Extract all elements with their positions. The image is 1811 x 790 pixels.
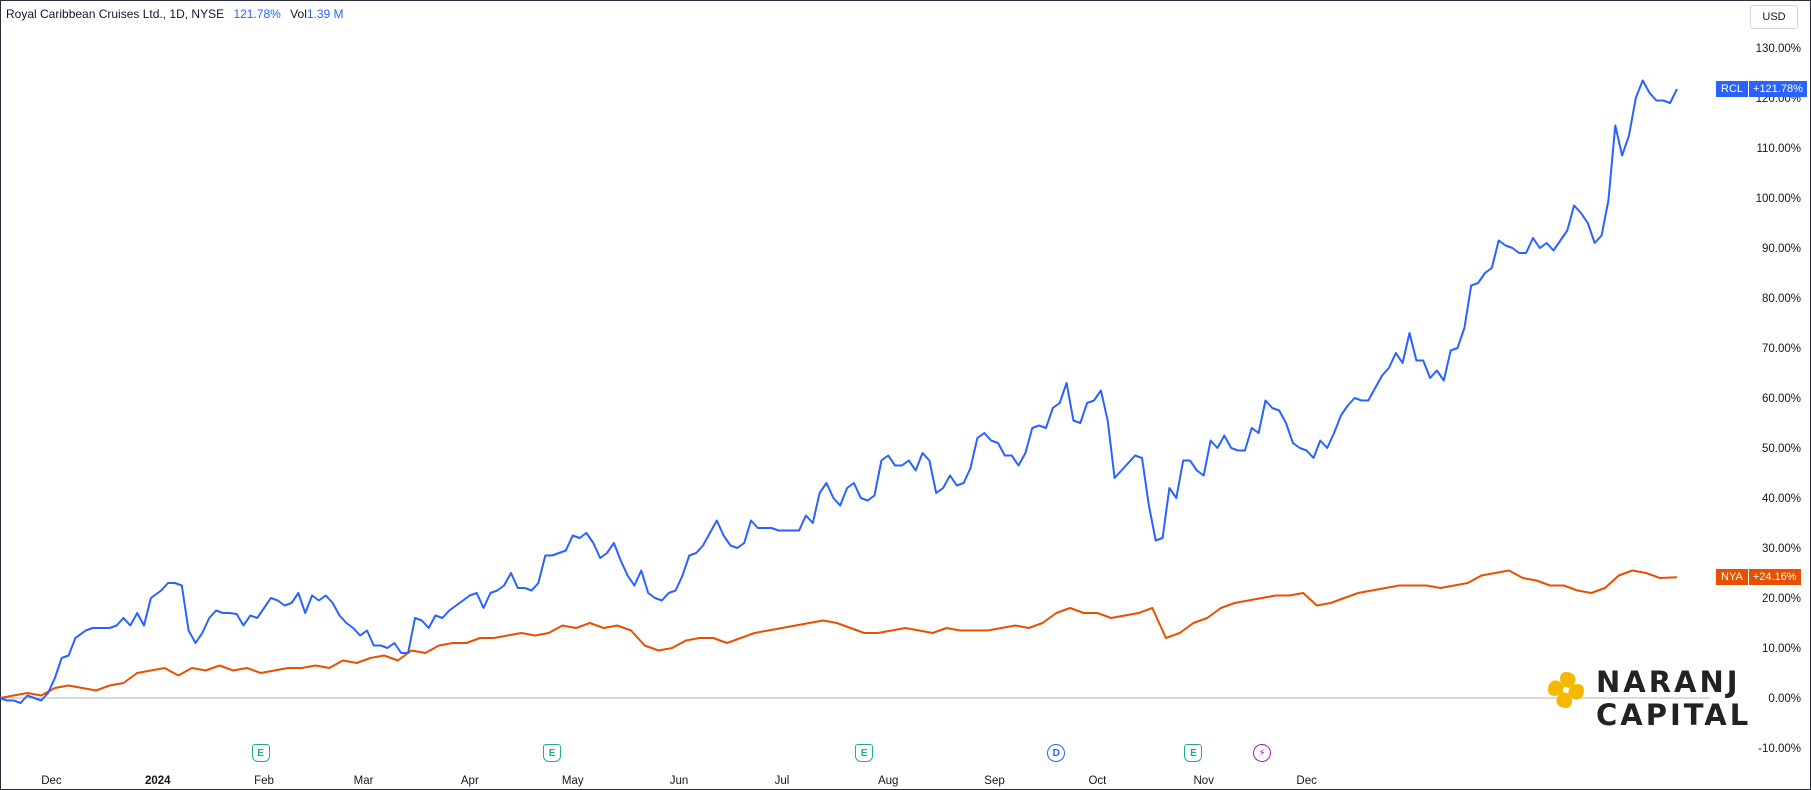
- naranj-capital-logo-icon: [1548, 672, 1584, 708]
- chart-legend-header: Royal Caribbean Cruises Ltd., 1D, NYSE 1…: [6, 7, 350, 21]
- x-tick-label: Apr: [461, 775, 479, 787]
- x-tick-label: Nov: [1194, 775, 1215, 787]
- nya-series[interactable]: [0, 569, 1678, 699]
- nya-tag-name: NYA: [1721, 571, 1743, 584]
- symbol-title[interactable]: Royal Caribbean Cruises Ltd., 1D, NYSE: [6, 7, 225, 21]
- y-tick-label: 30.00%: [1762, 543, 1801, 555]
- y-tick-label: 100.00%: [1756, 193, 1801, 205]
- nya-tag-value: +24.16%: [1747, 569, 1801, 586]
- dividend-event-icon[interactable]: D: [1047, 744, 1066, 762]
- percent-change: 121.78%: [233, 7, 281, 21]
- rcl-last-value-tag: RCL +121.78%: [1716, 81, 1807, 98]
- x-tick-label: Jun: [670, 775, 689, 787]
- y-tick-label: 10.00%: [1762, 643, 1801, 655]
- earnings-event-icon[interactable]: E: [251, 744, 270, 762]
- y-tick-label: 40.00%: [1762, 493, 1801, 505]
- y-tick-label: 80.00%: [1762, 293, 1801, 305]
- x-tick-label: Aug: [878, 775, 898, 787]
- y-tick-label: 90.00%: [1762, 243, 1801, 255]
- x-tick-label: Feb: [254, 775, 274, 787]
- logo-line-2: CAPITAL: [1596, 698, 1752, 732]
- x-tick-label: Mar: [354, 775, 374, 787]
- x-tick-label: Jul: [775, 775, 790, 787]
- volume-value: 1.39 M: [306, 7, 344, 21]
- volume-label: Vol: [290, 7, 307, 21]
- split-event-icon[interactable]: ⚡: [1253, 744, 1272, 762]
- x-tick-label: 2024: [145, 775, 171, 787]
- y-tick-label: -10.00%: [1758, 743, 1801, 755]
- y-tick-label: 70.00%: [1762, 343, 1801, 355]
- x-tick-label: Sep: [984, 775, 1004, 787]
- y-tick-label: 50.00%: [1762, 443, 1801, 455]
- y-tick-label: 20.00%: [1762, 593, 1801, 605]
- y-tick-label: 0.00%: [1768, 693, 1801, 705]
- x-tick-label: Dec: [41, 775, 62, 787]
- nya-line[interactable]: [0, 569, 1678, 699]
- rcl-line[interactable]: [0, 79, 1678, 704]
- rcl-tag-name: RCL: [1721, 83, 1744, 96]
- x-tick-label: Dec: [1296, 775, 1317, 787]
- logo-line-1: NARANJ: [1596, 665, 1741, 699]
- nya-last-value-tag: NYA +24.16%: [1716, 569, 1801, 586]
- earnings-event-icon[interactable]: E: [855, 744, 874, 762]
- y-tick-label: 130.00%: [1756, 43, 1801, 55]
- rcl-tag-value: +121.78%: [1748, 81, 1807, 98]
- earnings-event-icon[interactable]: E: [543, 744, 562, 762]
- rcl-series[interactable]: [0, 79, 1678, 704]
- currency-button[interactable]: USD: [1750, 5, 1798, 29]
- x-tick-label: Oct: [1088, 775, 1107, 787]
- x-tick-label: May: [562, 775, 584, 787]
- earnings-event-icon[interactable]: E: [1184, 744, 1203, 762]
- logo-text: NARANJ CAPITAL: [1596, 666, 1751, 732]
- y-tick-label: 60.00%: [1762, 393, 1801, 405]
- y-tick-label: 110.00%: [1756, 143, 1801, 155]
